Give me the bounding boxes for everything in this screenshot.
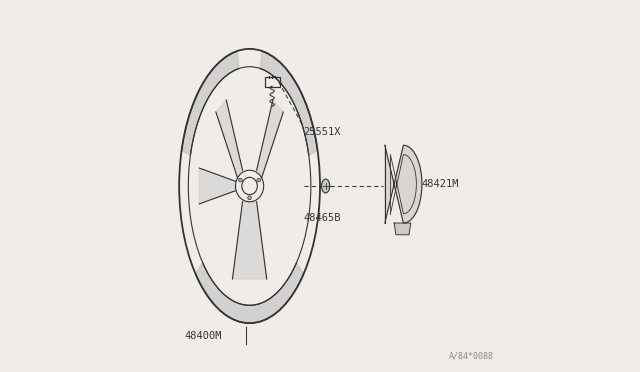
Ellipse shape <box>239 178 243 182</box>
Polygon shape <box>216 100 243 178</box>
Polygon shape <box>196 263 303 323</box>
Ellipse shape <box>321 179 330 193</box>
Text: A/84*0088: A/84*0088 <box>449 351 494 360</box>
Text: 48465B: 48465B <box>303 212 341 222</box>
Polygon shape <box>232 202 267 279</box>
Polygon shape <box>182 51 239 155</box>
Ellipse shape <box>248 196 252 200</box>
Polygon shape <box>394 223 411 235</box>
Polygon shape <box>260 51 317 155</box>
Polygon shape <box>385 145 422 223</box>
Text: 48400M: 48400M <box>184 331 222 341</box>
Polygon shape <box>257 100 284 178</box>
Text: 48421M: 48421M <box>422 179 460 189</box>
Ellipse shape <box>257 178 260 182</box>
Text: 25551X: 25551X <box>303 127 341 137</box>
Polygon shape <box>199 168 236 204</box>
